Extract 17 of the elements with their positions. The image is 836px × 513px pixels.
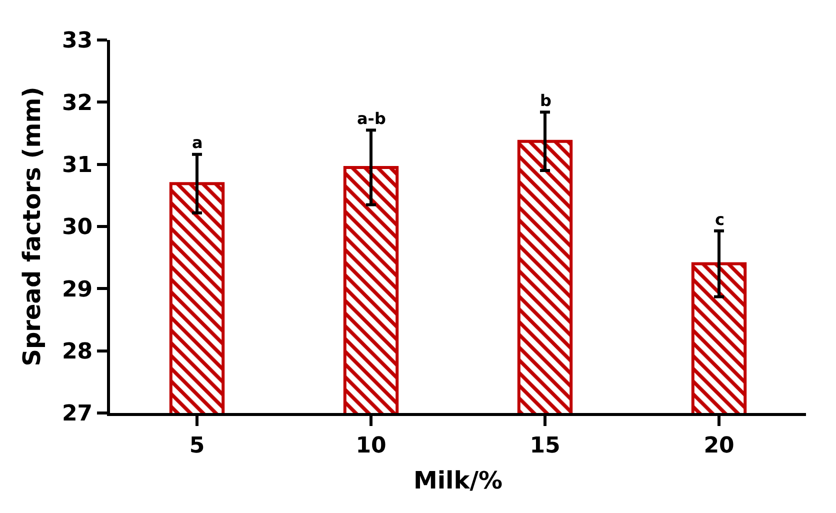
x-tick-label: 5 xyxy=(189,433,205,458)
y-tick-label: 27 xyxy=(62,402,93,427)
x-tick-label: 10 xyxy=(356,433,386,458)
annotation: a-b xyxy=(357,109,386,128)
x-tick-label: 20 xyxy=(704,433,734,458)
annotation: a xyxy=(192,133,203,152)
y-tick-label: 32 xyxy=(62,90,93,116)
y-tick-label: 33 xyxy=(62,28,93,54)
y-tick-label: 28 xyxy=(62,340,93,365)
x-axis-title: Milk/% xyxy=(413,466,503,495)
annotation: b xyxy=(540,91,552,110)
y-tick-label: 31 xyxy=(62,153,93,178)
y-axis-title: Spread factors (mm) xyxy=(18,86,46,366)
x-tick-label: 15 xyxy=(530,433,560,458)
y-tick-label: 29 xyxy=(62,277,93,302)
y-tick-label: 30 xyxy=(62,215,93,240)
annotation: c xyxy=(715,210,724,229)
